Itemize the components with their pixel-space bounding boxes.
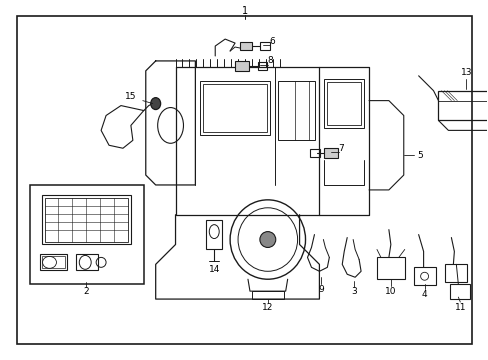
Text: 15: 15: [125, 92, 136, 101]
Bar: [326, 82, 360, 125]
Ellipse shape: [259, 231, 275, 247]
Text: 3: 3: [350, 287, 356, 296]
Bar: [251, 291, 283, 299]
Bar: [41, 256, 65, 268]
Bar: [324, 79, 364, 129]
Text: 2: 2: [83, 287, 89, 296]
Bar: [200, 81, 269, 135]
Bar: [76, 255, 98, 270]
Bar: [310, 149, 320, 157]
Bar: [376, 257, 404, 279]
Bar: [203, 84, 266, 132]
Text: 6: 6: [268, 37, 274, 46]
Text: 1: 1: [242, 6, 247, 16]
Bar: [40, 255, 67, 270]
Text: 14: 14: [208, 265, 220, 274]
Bar: [438, 91, 488, 121]
Text: 13: 13: [460, 68, 471, 77]
Text: 8: 8: [266, 57, 272, 66]
Bar: [240, 42, 251, 50]
Text: 7: 7: [338, 144, 344, 153]
Bar: [445, 264, 467, 282]
Bar: [449, 284, 469, 299]
Bar: [259, 42, 269, 50]
Text: 5: 5: [417, 151, 423, 160]
Text: 4: 4: [421, 289, 427, 298]
Bar: [324, 148, 338, 158]
Bar: [44, 198, 128, 242]
Bar: [257, 62, 266, 70]
Bar: [30, 185, 143, 284]
Bar: [41, 195, 131, 244]
Bar: [277, 81, 315, 140]
Text: 9: 9: [318, 285, 324, 294]
Text: 11: 11: [454, 302, 465, 311]
Bar: [235, 61, 248, 71]
Bar: [413, 267, 435, 285]
Ellipse shape: [150, 98, 161, 109]
Text: 10: 10: [385, 287, 396, 296]
Bar: [206, 220, 222, 249]
Text: 12: 12: [262, 302, 273, 311]
